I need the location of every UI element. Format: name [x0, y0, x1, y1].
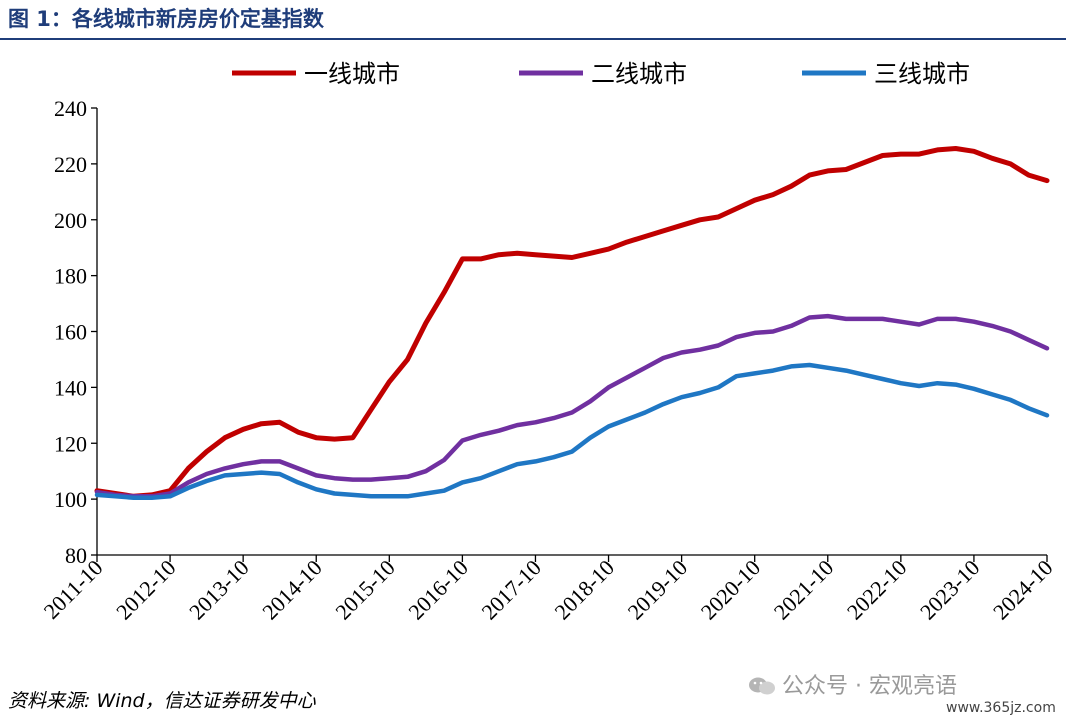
x-tick-label: 2023-10 [915, 555, 985, 625]
site-watermark: www.365jz.com [946, 700, 1056, 716]
chart-legend: 一线城市 二线城市 三线城市 [232, 60, 970, 88]
y-tick-label: 100 [54, 487, 87, 512]
watermark-text: 公众号 · 宏观亮语 [782, 674, 957, 699]
x-tick-label: 2017-10 [476, 555, 546, 625]
chart-series [94, 146, 1050, 500]
x-tick-label: 2019-10 [623, 555, 693, 625]
watermark: 公众号 · 宏观亮语 [748, 668, 957, 700]
x-tick-label: 2024-10 [988, 555, 1058, 625]
x-tick-label: 2020-10 [696, 555, 766, 625]
y-tick-label: 80 [65, 543, 87, 568]
y-tick-label: 140 [54, 375, 87, 400]
x-tick-label: 2015-10 [330, 555, 400, 625]
y-tick-label: 240 [54, 96, 87, 121]
x-tick-label: 2012-10 [111, 555, 181, 625]
wechat-icon [749, 677, 775, 695]
y-tick-label: 160 [54, 320, 87, 345]
legend-label-3: 三线城市 [874, 60, 970, 88]
y-tick-label: 200 [54, 208, 87, 233]
source-note: 资料来源: Wind，信达证券研发中心 [8, 690, 316, 712]
legend-label-1: 一线城市 [304, 60, 400, 88]
y-tick-label: 180 [54, 264, 87, 289]
legend-label-2: 二线城市 [591, 60, 687, 88]
x-tick-label: 2013-10 [184, 555, 254, 625]
series-line-3 [94, 362, 1050, 500]
y-tick-label: 120 [54, 431, 87, 456]
y-tick-label: 220 [54, 152, 87, 177]
x-tick-label: 2016-10 [403, 555, 473, 625]
x-tick-label: 2014-10 [257, 555, 327, 625]
title-divider [0, 38, 1066, 40]
series-line-2 [94, 313, 1050, 499]
figure-title: 图 1：各线城市新房房价定基指数 [8, 7, 324, 31]
series-line-1 [94, 146, 1050, 499]
x-tick-label: 2021-10 [769, 555, 839, 625]
x-tick-label: 2022-10 [842, 555, 912, 625]
x-tick-label: 2018-10 [550, 555, 620, 625]
